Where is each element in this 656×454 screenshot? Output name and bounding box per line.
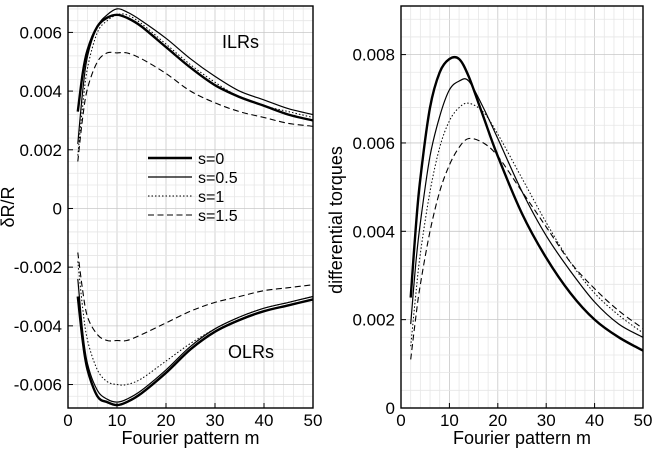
series-group xyxy=(76,8,314,407)
legend-label: s=0.5 xyxy=(198,170,238,187)
y-tick-label: -0.004 xyxy=(14,317,62,336)
series-line-s-1 xyxy=(77,261,314,386)
y-tick-label: 0.002 xyxy=(19,141,62,160)
x-tick-label: 40 xyxy=(585,411,604,430)
y-tick-label: -0.006 xyxy=(14,376,62,395)
legend-label: s=1 xyxy=(198,189,224,206)
x-tick-label: 50 xyxy=(304,411,323,430)
x-tick-label: 0 xyxy=(63,411,72,430)
x-tick-label: 10 xyxy=(440,411,459,430)
grid xyxy=(400,6,644,409)
annotation-label: OLRs xyxy=(228,342,274,362)
plot-frame xyxy=(67,5,314,409)
series-line-s-0 xyxy=(76,296,314,407)
y-axis-label: differential torques xyxy=(326,146,346,294)
y-tick-label: 0.002 xyxy=(352,311,395,330)
y-tick-label: 0.004 xyxy=(352,222,395,241)
series-group xyxy=(409,55,644,360)
y-tick-label: 0 xyxy=(53,199,62,218)
grid xyxy=(67,6,314,409)
series-line-s-0 xyxy=(76,13,314,122)
y-tick-label: 0.006 xyxy=(19,23,62,42)
y-tick-label: -0.002 xyxy=(14,258,62,277)
legend-label: s=0 xyxy=(198,151,224,168)
legend-label: s=1.5 xyxy=(198,208,238,225)
plot-frame xyxy=(400,5,644,409)
y-axis-label: δR/R xyxy=(0,186,18,227)
series-line-s-0-5 xyxy=(77,278,314,403)
series-line-s-1-5 xyxy=(410,137,644,360)
series-line-s-1-5 xyxy=(77,252,314,342)
x-tick-label: 50 xyxy=(634,411,653,430)
annotation-label: ILRs xyxy=(222,32,259,52)
right-panel: 0 10 20 30 40 50 0.008 0.006 0.004 0.002 0 Fourier … xyxy=(326,5,653,448)
y-tick-label: 0.006 xyxy=(352,134,395,153)
legend: s=0 s=0.5 s=1 s=1.5 xyxy=(148,151,238,225)
series-line-s-0-5 xyxy=(410,78,644,338)
x-tick-label: 20 xyxy=(488,411,507,430)
y-tick-label: 0.008 xyxy=(352,46,395,65)
y-tick-label: 0.004 xyxy=(19,82,62,101)
x-tick-label: 30 xyxy=(206,411,225,430)
x-axis-label: Fourier pattern m xyxy=(453,428,591,448)
x-tick-label: 10 xyxy=(108,411,127,430)
series-line-s-1 xyxy=(77,13,314,156)
series-line-s-1-5 xyxy=(77,51,314,162)
series-line-s-0-5 xyxy=(77,8,314,144)
x-tick-label: 0 xyxy=(396,411,405,430)
y-tick-label: 0 xyxy=(386,399,395,418)
x-axis-label: Fourier pattern m xyxy=(121,428,259,448)
x-tick-label: 40 xyxy=(255,411,274,430)
left-panel: 0 10 20 30 40 50 0.006 0.004 0.002 0 -0.002 -0.004 -… xyxy=(0,5,323,448)
x-tick-label: 20 xyxy=(157,411,176,430)
x-tick-label: 30 xyxy=(537,411,556,430)
